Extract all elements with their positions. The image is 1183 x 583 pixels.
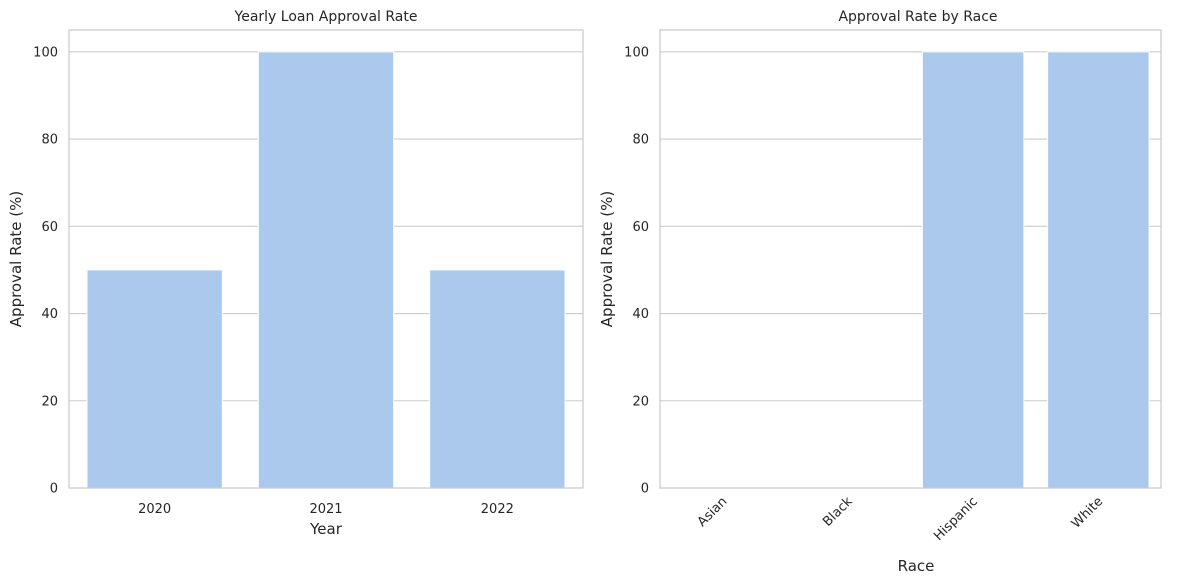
y-tick-label: 60 — [632, 220, 649, 235]
y-axis-label: Approval Rate (%) — [7, 191, 25, 327]
bars — [86, 51, 566, 489]
x-tick-label: White — [1069, 494, 1106, 531]
y-tick-label: 40 — [632, 307, 649, 322]
y-tick-label: 100 — [624, 45, 649, 60]
y-axis-label: Approval Rate (%) — [598, 191, 616, 327]
bar-2022 — [429, 269, 566, 489]
x-tick-labels: Asian Black Hispanic White — [695, 494, 1106, 544]
bar-hispanic — [921, 51, 1025, 489]
x-tick-label: 2022 — [481, 502, 514, 517]
x-tick-label: Asian — [695, 494, 731, 530]
x-axis-label: Race — [898, 557, 935, 575]
chart-approval-by-race: Approval Rate by Race 0 20 40 60 80 100 Asian… — [598, 9, 1162, 575]
y-tick-label: 60 — [41, 220, 58, 235]
x-tick-label: Black — [820, 494, 856, 530]
y-tick-label: 40 — [41, 307, 58, 322]
plot-frame — [68, 29, 584, 489]
x-tick-label: Hispanic — [931, 494, 981, 544]
bar-2021 — [257, 51, 395, 489]
plot-frame — [659, 29, 1162, 489]
y-tick-label: 0 — [641, 482, 649, 497]
y-tick-labels: 0 20 40 60 80 100 — [33, 45, 58, 496]
bars — [921, 51, 1150, 489]
y-tick-label: 80 — [41, 133, 58, 148]
x-tick-label: 2020 — [138, 502, 171, 517]
x-tick-label: 2021 — [309, 502, 342, 517]
y-tick-label: 0 — [50, 482, 58, 497]
y-tick-label: 100 — [33, 45, 58, 60]
y-tick-label: 20 — [632, 394, 649, 409]
chart-yearly-approval: Yearly Loan Approval Rate 0 20 40 60 80 100 2… — [7, 9, 584, 538]
chart-title: Approval Rate by Race — [838, 9, 997, 25]
y-tick-labels: 0 20 40 60 80 100 — [624, 45, 649, 496]
x-axis-label: Year — [309, 520, 343, 538]
chart-title: Yearly Loan Approval Rate — [234, 9, 418, 25]
bar-white — [1047, 51, 1150, 489]
y-tick-label: 20 — [41, 394, 58, 409]
x-tick-labels: 2020 2021 2022 — [138, 502, 514, 517]
y-tick-label: 80 — [632, 133, 649, 148]
bar-2020 — [86, 269, 223, 489]
